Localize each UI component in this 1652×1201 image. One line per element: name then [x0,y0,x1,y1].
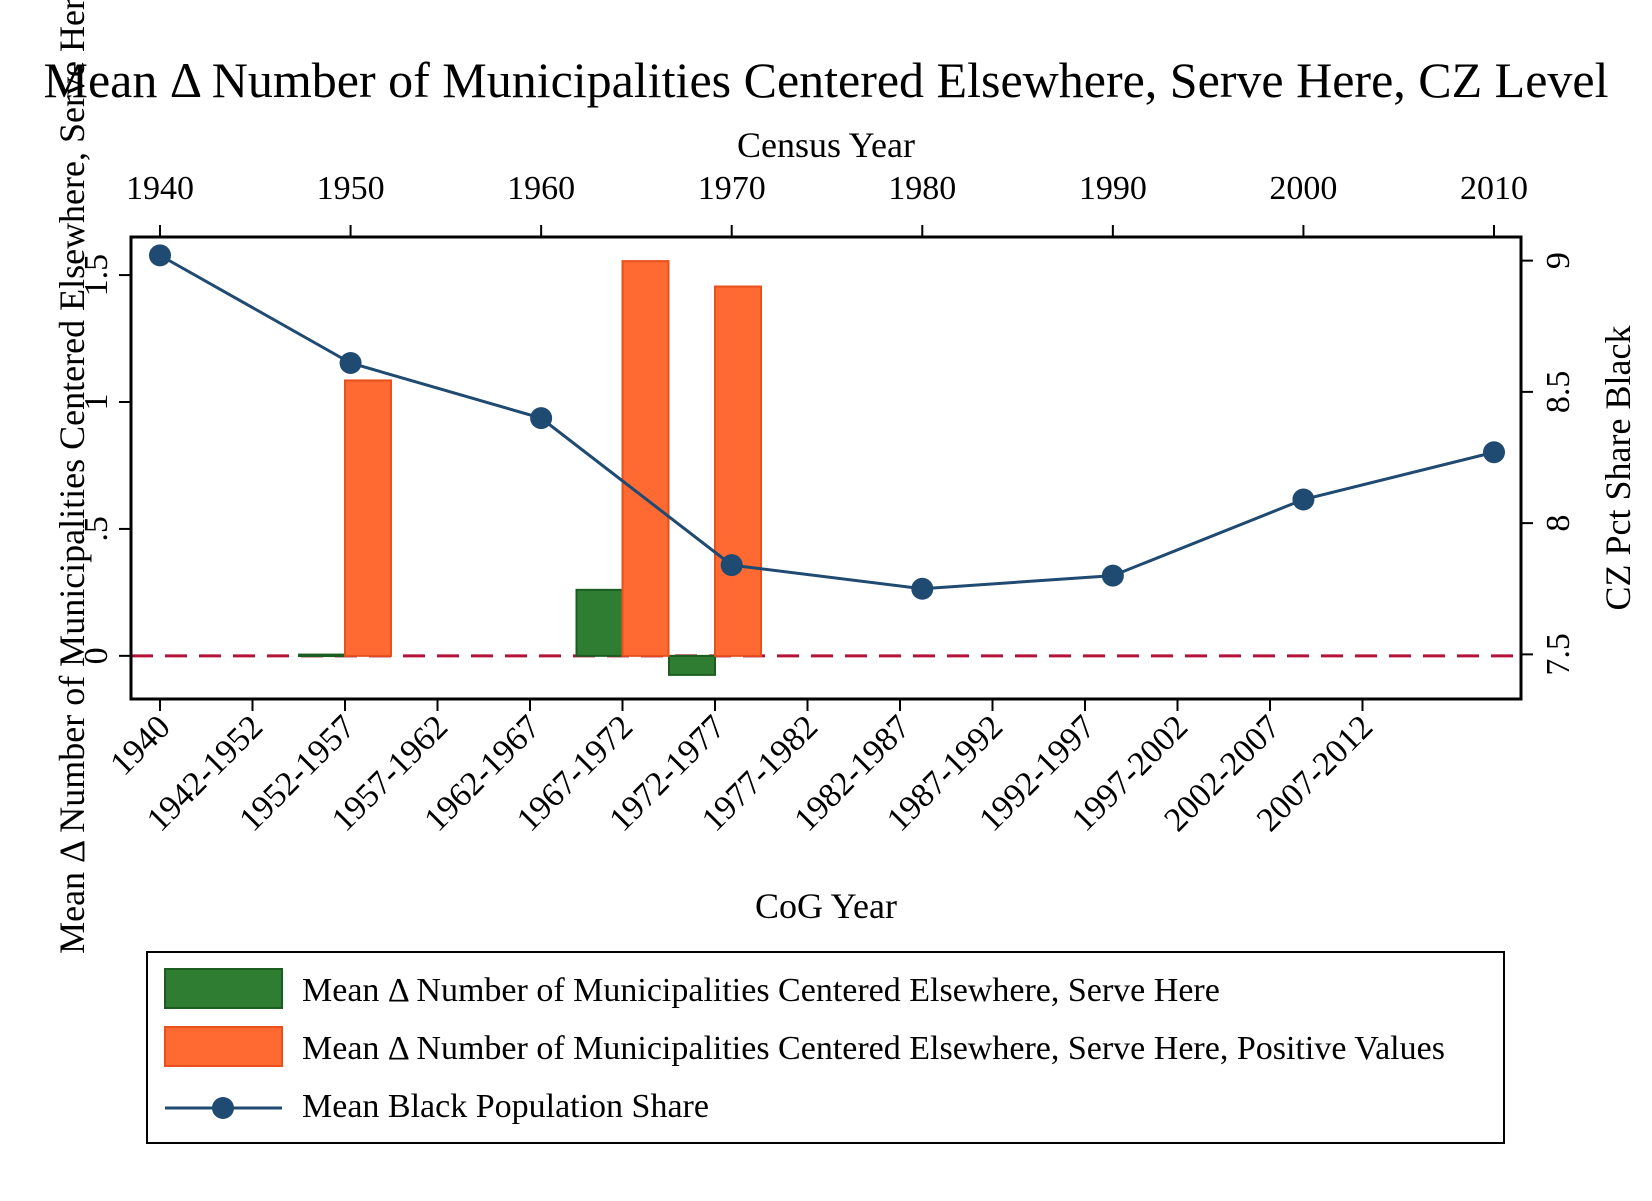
right-axis-title: CZ Pct Share Black [1598,326,1638,611]
axes-layer: 1940 1950 1960 1970 1980 1990 2000 201019401942… [78,170,1577,839]
right-tick-label-7.5: 7.5 [1540,633,1577,676]
point-1980 [911,577,934,600]
top-tick-label-1980: 1980 [888,170,956,207]
legend-label-positive-bars: Mean Δ Number of Municipalities Centered… [302,1030,1445,1067]
left-tick-label-.5: .5 [78,516,115,542]
point-2000 [1292,488,1315,511]
left-tick-label-1.5: 1.5 [78,254,115,297]
legend-swatch-green-bar [164,968,283,1009]
top-tick-label-1970: 1970 [698,170,766,207]
top-tick-label-1960: 1960 [507,170,575,207]
top-axis-title: Census Year [737,125,915,165]
point-1960 [530,407,553,430]
left-tick-label-0: 0 [78,647,115,664]
bar-orange-1967-1972 [621,260,670,657]
point-1950 [339,352,362,374]
bar-green-1967-1972 [575,588,624,657]
bar-orange-1972-1977 [714,285,762,657]
bar-green-1952-1957 [298,653,346,658]
point-1990 [1101,564,1124,587]
bottom-tick-label-1940: 1940 [103,708,177,782]
left-tick-label-1: 1 [78,394,115,411]
right-tick-label-9: 9 [1540,252,1577,269]
bar-green-1972-1977 [668,654,716,676]
line-black-share [159,254,1495,591]
point-1940 [149,244,171,267]
chart-title: Mean Δ Number of Municipalities Centered… [44,52,1609,108]
top-tick-label-1990: 1990 [1079,170,1147,207]
point-1970 [720,554,743,577]
legend-label-line: Mean Black Population Share [302,1088,709,1125]
legend-swatch-line-marker [212,1097,234,1119]
plot-layer [131,244,1521,676]
legend-swatch-orange-bar [164,1026,283,1067]
bar-orange-1952-1957 [344,379,392,657]
top-tick-label-1950: 1950 [317,170,385,207]
top-tick-label-1940: 1940 [126,170,194,207]
left-axis-title: Mean Δ Number of Municipalities Centered… [52,0,92,954]
plot-frame [129,235,1523,701]
legend-label-bars: Mean Δ Number of Municipalities Centered… [302,972,1220,1009]
top-tick-label-2010: 2010 [1460,170,1528,207]
bottom-axis-title: CoG Year [755,886,897,926]
right-tick-label-8.5: 8.5 [1540,371,1577,414]
legend-box [146,951,1505,1144]
legend: Mean Δ Number of Municipalities Centered… [146,951,1505,1144]
top-tick-label-2000: 2000 [1269,170,1337,207]
right-tick-label-8: 8 [1540,515,1577,532]
point-2010 [1483,441,1505,464]
